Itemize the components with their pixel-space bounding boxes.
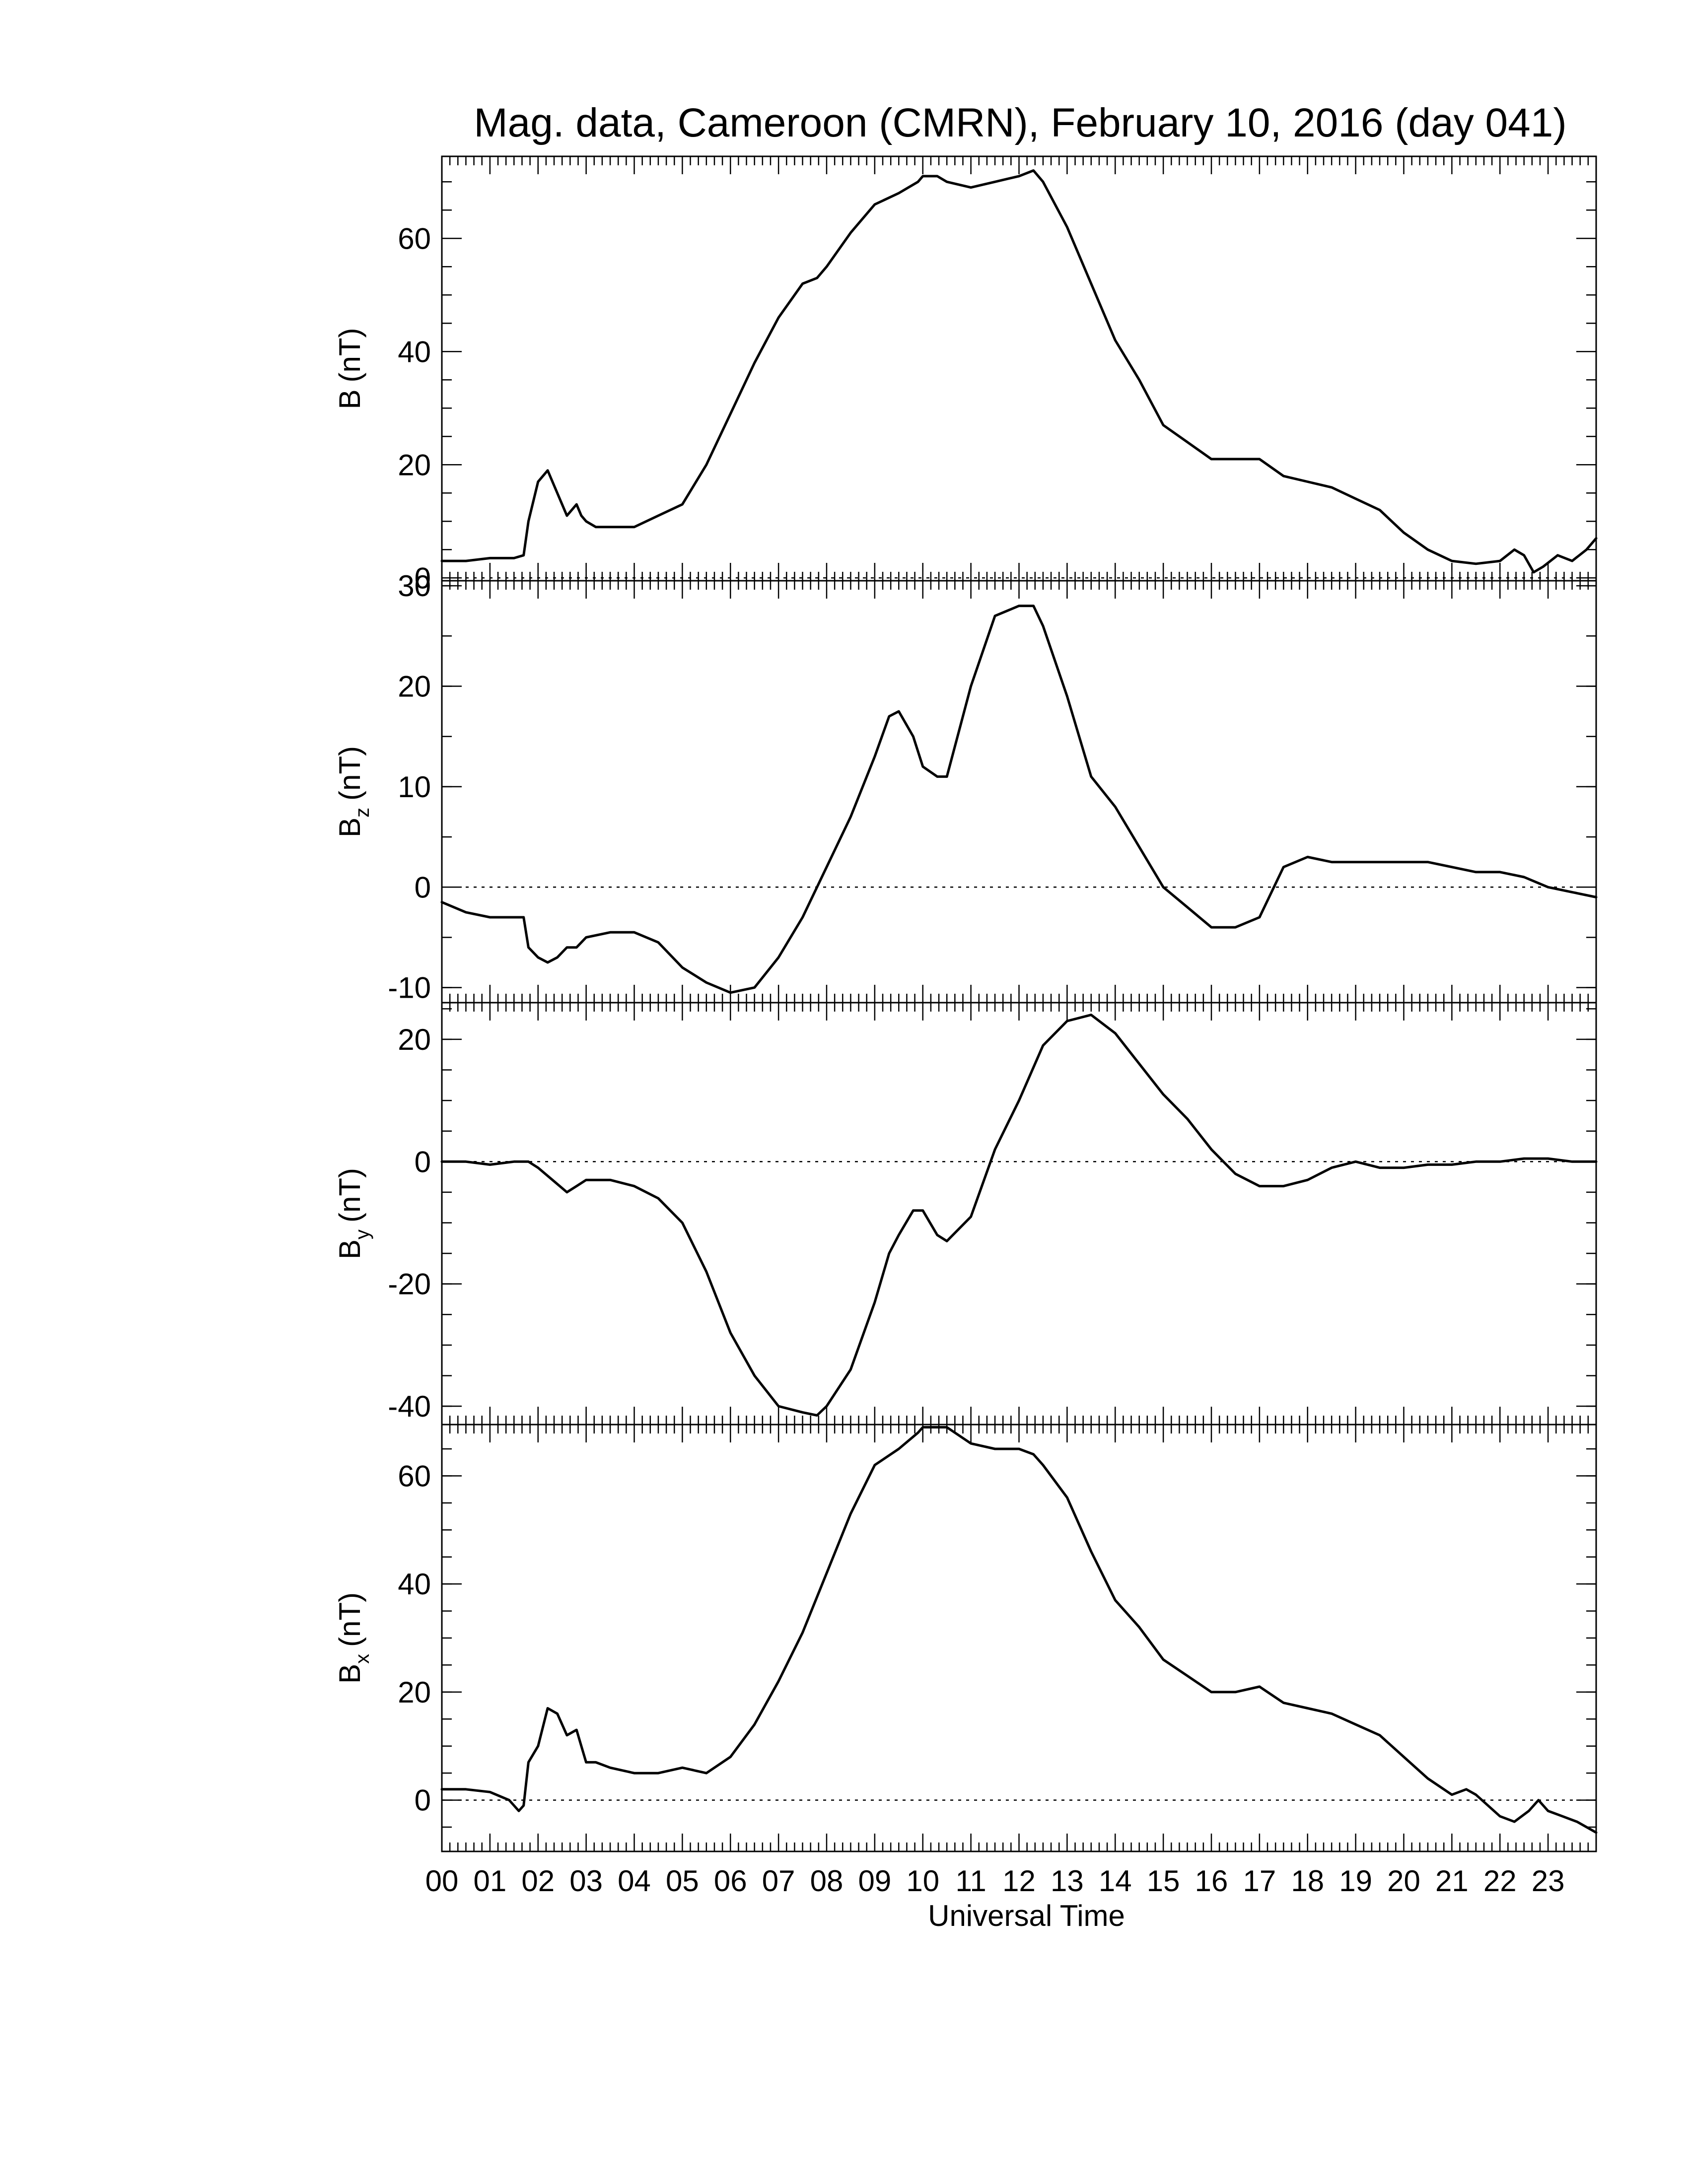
panel-B: 0 20 40 60 B (nT) — [333, 155, 1598, 595]
x-tick-label: 01 — [474, 1864, 507, 1898]
y-tick-label: 40 — [398, 335, 431, 368]
x-tick-label: 03 — [569, 1864, 603, 1898]
x-tick-label: 11 — [955, 1864, 986, 1898]
y-axis-label-unit: (nT) — [333, 1592, 366, 1647]
y-tick-label: 0 — [415, 561, 431, 595]
time-axis: 00 01 02 03 04 05 06 07 08 09 10 11 12 13 14 15 16 17 18 19… — [425, 1864, 1565, 1932]
x-tick-label: 13 — [1051, 1864, 1084, 1898]
x-tick-label: 12 — [1002, 1864, 1036, 1898]
x-tick-label: 23 — [1532, 1864, 1565, 1898]
x-tick-label: 07 — [762, 1864, 795, 1898]
y-tick-label: -40 — [388, 1390, 431, 1423]
panel-frame — [441, 1424, 1597, 1852]
y-tick-label: -20 — [388, 1268, 431, 1301]
y-tick-label: 60 — [398, 222, 431, 255]
x-tick-label: 19 — [1339, 1864, 1372, 1898]
y-axis-label-unit: (nT) — [333, 1168, 366, 1223]
x-tick-label: 21 — [1435, 1864, 1469, 1898]
y-tick-label: 60 — [398, 1459, 431, 1493]
y-axis-label-unit: (nT) — [333, 328, 366, 382]
y-tick-label: 40 — [398, 1568, 431, 1601]
x-tick-label: 02 — [521, 1864, 555, 1898]
y-axis-label: By (nT) — [333, 1168, 373, 1259]
y-axis-label-unit: (nT) — [333, 746, 366, 801]
panel-By: -40 -20 0 20 By (nT) — [333, 1002, 1598, 1426]
panel-frame — [441, 1002, 1597, 1426]
y-axis-label-subscript: x — [352, 1654, 373, 1664]
y-axis-label-main: B — [333, 1239, 366, 1259]
x-tick-label: 16 — [1195, 1864, 1228, 1898]
x-tick-label: 08 — [810, 1864, 844, 1898]
trace-B — [440, 169, 1598, 574]
panels: 0 20 40 60 B (nT) -10 0 10 20 30 Bz (nT) -40 -20 0 20 By (… — [333, 155, 1598, 1852]
y-tick-label: 20 — [398, 1023, 431, 1056]
y-tick-label: 0 — [415, 871, 431, 904]
x-tick-label: 00 — [425, 1864, 459, 1898]
chart-title: Mag. data, Cameroon (CMRN), February 10,… — [474, 100, 1566, 145]
y-tick-label: 30 — [398, 569, 431, 603]
x-tick-label: 06 — [714, 1864, 747, 1898]
y-axis-label-subscript: z — [352, 808, 373, 818]
x-tick-label: 10 — [906, 1864, 939, 1898]
x-tick-label: 18 — [1291, 1864, 1324, 1898]
y-tick-label: -10 — [388, 971, 431, 1005]
y-tick-label: 20 — [398, 1676, 431, 1709]
y-axis-label: Bx (nT) — [333, 1592, 373, 1684]
x-tick-label: 20 — [1387, 1864, 1420, 1898]
panel-frame — [441, 155, 1597, 582]
trace-By — [440, 1014, 1598, 1417]
y-axis-label-main: B — [333, 389, 366, 409]
panel-frame — [441, 580, 1597, 1004]
x-tick-label: 05 — [666, 1864, 699, 1898]
x-tick-label: 09 — [858, 1864, 892, 1898]
panel-Bx: 0 20 40 60 Bx (nT) — [333, 1424, 1598, 1852]
y-axis-label: B (nT) — [333, 328, 366, 409]
x-tick-label: 17 — [1243, 1864, 1276, 1898]
x-tick-label: 04 — [618, 1864, 651, 1898]
x-axis-label: Universal Time — [928, 1899, 1125, 1932]
y-axis-label-main: B — [333, 1664, 366, 1684]
y-tick-label: 0 — [415, 1784, 431, 1817]
y-axis-label-main: B — [333, 818, 366, 837]
y-tick-label: 20 — [398, 448, 431, 481]
trace-Bz — [440, 605, 1598, 994]
y-axis-label: Bz (nT) — [333, 746, 373, 837]
y-axis-label-subscript: y — [352, 1229, 373, 1239]
y-tick-label: 0 — [415, 1145, 431, 1178]
y-tick-label: 20 — [398, 670, 431, 703]
y-tick-label: 10 — [398, 770, 431, 804]
trace-Bx — [440, 1426, 1598, 1834]
x-tick-label: 14 — [1099, 1864, 1132, 1898]
x-tick-label: 15 — [1147, 1864, 1180, 1898]
x-tick-label: 22 — [1483, 1864, 1517, 1898]
panel-Bz: -10 0 10 20 30 Bz (nT) — [333, 569, 1598, 1005]
